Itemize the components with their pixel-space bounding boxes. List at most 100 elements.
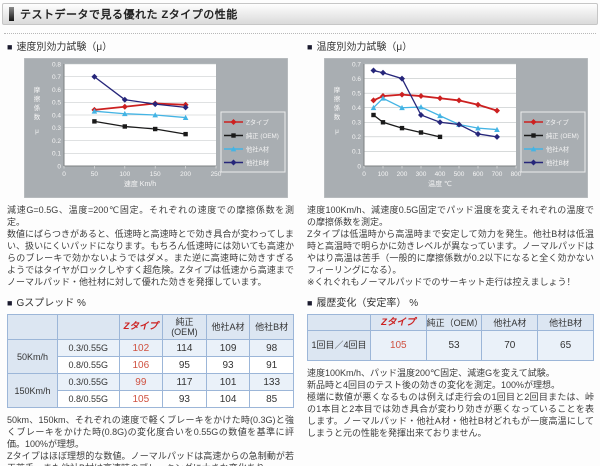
svg-text:μ: μ <box>35 128 39 135</box>
section-title-text: 温度別効力試験（μ） <box>316 42 413 53</box>
svg-text:純正 (OEM): 純正 (OEM) <box>246 131 279 140</box>
square-bullet-icon: ■ <box>307 298 313 308</box>
table-cell: 105 <box>118 390 164 408</box>
table-cell: 他社A材 <box>205 314 251 340</box>
svg-text:600: 600 <box>473 171 484 178</box>
section-title-temperature-test: ■ 温度別効力試験（μ） <box>307 41 594 54</box>
table-cell: 0.8/0.55G <box>57 390 120 408</box>
divider <box>4 33 596 34</box>
svg-text:0: 0 <box>362 171 366 178</box>
svg-text:200: 200 <box>397 171 408 178</box>
svg-text:0.2: 0.2 <box>52 138 61 145</box>
svg-text:150: 150 <box>150 171 161 178</box>
column-speed-test: ■ 速度別効力試験（μ） 0 0.1 0.2 0.3 0.4 0.5 0.6 0.7 0.8 0 50… <box>6 40 294 466</box>
table-cell: 105 <box>369 330 427 361</box>
svg-text:0: 0 <box>357 163 361 170</box>
svg-text:係: 係 <box>334 103 341 112</box>
history-table: Zタイプ 純正（OEM） 他社A材 他社B材 1回目／4回目 105 53 70 65 <box>307 314 594 361</box>
svg-text:純正 (OEM): 純正 (OEM) <box>546 131 579 140</box>
svg-text:0.7: 0.7 <box>52 74 61 81</box>
svg-text:擦: 擦 <box>34 94 41 103</box>
svg-text:200: 200 <box>180 171 191 178</box>
svg-text:100: 100 <box>378 171 389 178</box>
section-title-text: 履歴変化（安定率） % <box>316 298 419 309</box>
svg-text:0: 0 <box>57 163 61 170</box>
table-cell: 99 <box>118 373 164 391</box>
svg-text:他社B材: 他社B材 <box>546 158 570 167</box>
table-cell: 53 <box>425 330 483 361</box>
table-cell: 98 <box>249 339 294 357</box>
table-cell: 93 <box>162 390 207 408</box>
svg-text:摩: 摩 <box>34 85 41 94</box>
table-cell: 93 <box>205 356 251 374</box>
content-columns: ■ 速度別効力試験（μ） 0 0.1 0.2 0.3 0.4 0.5 0.6 0.7 0.8 0 50… <box>2 40 598 466</box>
header-bar-icon <box>9 7 14 21</box>
svg-text:0.7: 0.7 <box>352 61 361 68</box>
svg-text:0.4: 0.4 <box>352 105 361 112</box>
section-title-speed-test: ■ 速度別効力試験（μ） <box>7 41 294 54</box>
svg-text:0.5: 0.5 <box>52 100 61 107</box>
gspread-table-header: Zタイプ 純正 (OEM) 他社A材 他社B材 <box>6 314 294 340</box>
table-cell: 0.3/0.55G <box>57 373 120 391</box>
speed-test-description: 減速G=0.5G、温度=200℃固定。それぞれの速度での摩擦係数を測定。 数値に… <box>7 205 294 287</box>
square-bullet-icon: ■ <box>307 42 313 52</box>
svg-text:100: 100 <box>119 171 130 178</box>
svg-text:0.2: 0.2 <box>352 134 361 141</box>
gspread-table: Zタイプ 純正 (OEM) 他社A材 他社B材 50Km/h 0.3/0.55G 102 1… <box>6 314 294 408</box>
svg-text:700: 700 <box>492 171 503 178</box>
table-cell: 1回目／4回目 <box>307 330 371 361</box>
table-cell: 150Km/h <box>6 373 59 408</box>
table-cell: Zタイプ <box>118 314 164 340</box>
svg-text:0.4: 0.4 <box>52 112 61 119</box>
svg-text:他社B材: 他社B材 <box>246 158 270 167</box>
table-cell: 0.3/0.55G <box>57 339 120 357</box>
svg-text:係: 係 <box>34 103 41 112</box>
table-cell: 0.8/0.55G <box>57 356 120 374</box>
table-cell: 109 <box>205 339 251 357</box>
table-cell <box>57 314 120 340</box>
gspread-table-body: 50Km/h 0.3/0.55G 102 114 109 98 0.8/0.55G 106 95… <box>6 339 294 408</box>
speed-effect-chart: 0 0.1 0.2 0.3 0.4 0.5 0.6 0.7 0.8 0 50 100 150 200 250… <box>24 58 288 198</box>
table-cell: 70 <box>481 330 539 361</box>
table-cell: 50Km/h <box>6 339 59 374</box>
svg-text:0: 0 <box>62 171 66 178</box>
svg-text:0.6: 0.6 <box>52 87 61 94</box>
svg-text:0.8: 0.8 <box>52 61 61 68</box>
speed-chart-wrap: 0 0.1 0.2 0.3 0.4 0.5 0.6 0.7 0.8 0 50 100 150 200 250… <box>24 58 294 198</box>
square-bullet-icon: ■ <box>7 298 13 308</box>
svg-text:μ: μ <box>335 128 339 135</box>
svg-text:0.5: 0.5 <box>352 90 361 97</box>
svg-text:他社A材: 他社A材 <box>546 144 570 153</box>
svg-text:速度 Km/h: 速度 Km/h <box>124 179 156 188</box>
temperature-chart-wrap: 0 0.1 0.2 0.3 0.4 0.5 0.6 0.7 0 100 200 300 400 500 60… <box>324 58 594 198</box>
table-cell: 他社A材 <box>481 314 539 331</box>
svg-text:数: 数 <box>34 112 41 121</box>
table-cell: 85 <box>249 390 294 408</box>
svg-text:500: 500 <box>454 171 465 178</box>
section-title-gspread: ■ Gスプレッド % <box>7 297 294 310</box>
svg-text:800: 800 <box>511 171 522 178</box>
svg-text:50: 50 <box>91 171 99 178</box>
svg-text:0.3: 0.3 <box>352 120 361 127</box>
svg-text:数: 数 <box>334 112 341 121</box>
square-bullet-icon: ■ <box>7 42 13 52</box>
gspread-description: 50km、150km、それぞれの速度で軽くブレーキをかけた時(0.3G)と強くブ… <box>7 415 294 466</box>
table-cell: 114 <box>162 339 207 357</box>
column-temperature-test: ■ 温度別効力試験（μ） 0 0.1 0.2 0.3 0.4 0.5 0.6 0.7 0 100 20… <box>307 40 594 466</box>
table-cell: Zタイプ <box>369 314 427 331</box>
section-title-text: Gスプレッド % <box>16 298 86 309</box>
svg-text:250: 250 <box>211 171 222 178</box>
svg-text:300: 300 <box>416 171 427 178</box>
svg-text:他社A材: 他社A材 <box>246 144 270 153</box>
table-cell: 102 <box>118 339 164 357</box>
svg-text:温度 ℃: 温度 ℃ <box>428 179 452 188</box>
table-cell: 104 <box>205 390 251 408</box>
history-table-header: Zタイプ 純正（OEM） 他社A材 他社B材 <box>307 314 594 331</box>
table-cell: 106 <box>118 356 164 374</box>
table-cell: 純正 (OEM) <box>162 314 207 340</box>
svg-text:0.1: 0.1 <box>352 149 361 156</box>
svg-text:0.1: 0.1 <box>52 151 61 158</box>
svg-text:摩: 摩 <box>334 85 341 94</box>
history-table-body: 1回目／4回目 105 53 70 65 <box>307 330 594 361</box>
